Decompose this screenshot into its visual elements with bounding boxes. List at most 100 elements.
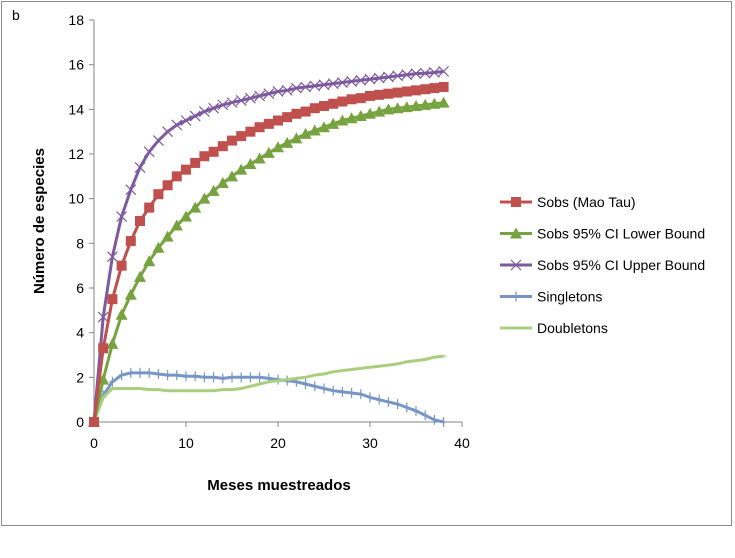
y-tick-label: 8	[76, 235, 84, 251]
data-point-square	[171, 171, 182, 182]
data-point-x	[152, 135, 164, 147]
data-point-x	[392, 70, 404, 82]
data-point-plus	[302, 379, 309, 390]
data-point-plus	[210, 372, 217, 383]
data-point-square	[291, 108, 302, 119]
y-tick-label: 0	[76, 414, 84, 430]
data-point-plus	[127, 367, 134, 378]
data-point-square	[420, 84, 431, 95]
data-point-square	[116, 260, 127, 271]
data-point-triangle	[198, 192, 211, 204]
data-point-x	[300, 81, 312, 93]
data-point-triangle	[207, 184, 220, 196]
data-point-square	[374, 89, 385, 100]
data-point-x	[254, 90, 266, 102]
x-tick-label: 30	[362, 435, 378, 451]
data-point-triangle	[510, 227, 522, 239]
data-point-triangle	[290, 132, 303, 144]
data-point-plus	[339, 386, 346, 397]
data-point-plus	[173, 370, 180, 381]
data-point-triangle	[364, 107, 376, 119]
data-point-plus	[118, 370, 125, 381]
legend-label: Sobs 95% CI Lower Bound	[537, 226, 705, 242]
x-tick-label: 40	[454, 435, 470, 451]
data-point-triangle	[318, 121, 330, 133]
data-point-plus	[183, 371, 189, 382]
data-point-plus	[247, 372, 254, 383]
data-point-square	[273, 115, 283, 126]
data-point-plus	[137, 367, 143, 378]
data-point-triangle	[299, 127, 312, 139]
data-point-square	[89, 417, 99, 427]
y-tick-label: 10	[68, 191, 84, 207]
data-point-plus	[376, 394, 383, 405]
data-point-triangle	[244, 158, 257, 170]
legend-item: Sobs 95% CI Upper Bound	[500, 257, 705, 273]
data-point-triangle	[272, 141, 284, 153]
data-point-plus	[155, 368, 162, 379]
x-axis-title: Meses muestreados	[207, 477, 350, 494]
legend: Sobs (Mao Tau) Sobs 95% CI Lower Bound Sob…	[500, 194, 705, 336]
data-point-plus	[229, 372, 235, 383]
data-point-square	[337, 96, 348, 107]
data-point-x	[318, 79, 330, 91]
data-point-x	[134, 161, 146, 173]
data-point-square	[125, 236, 136, 247]
data-point-plus	[238, 372, 245, 383]
data-point-triangle	[134, 270, 146, 282]
series-4	[91, 354, 447, 423]
data-point-x	[143, 146, 155, 158]
data-point-x	[198, 106, 210, 117]
data-point-x	[226, 97, 238, 109]
data-point-square	[365, 90, 375, 101]
data-point-plus	[394, 399, 401, 410]
data-point-x	[281, 84, 293, 96]
data-point-square	[144, 202, 155, 213]
data-point-plus	[422, 410, 429, 421]
data-point-square	[383, 88, 394, 99]
data-point-triangle	[373, 105, 386, 117]
data-point-x	[116, 211, 128, 222]
data-point-plus	[256, 372, 263, 383]
data-point-triangle	[143, 255, 156, 267]
data-point-triangle	[161, 230, 174, 242]
legend-item: Singletons	[500, 289, 602, 305]
data-point-triangle	[262, 146, 275, 158]
panel-letter: b	[12, 7, 20, 23]
data-point-triangle	[354, 110, 367, 122]
data-point-triangle	[170, 219, 183, 231]
series-2	[88, 65, 450, 428]
data-point-triangle	[419, 98, 432, 110]
data-point-square	[328, 98, 339, 109]
data-point-triangle	[327, 117, 340, 129]
data-point-triangle	[281, 136, 294, 148]
data-point-x	[428, 67, 440, 78]
legend-label: Doubletons	[537, 320, 608, 336]
data-point-triangle	[410, 99, 422, 111]
data-point-x	[106, 251, 118, 263]
series-layer	[88, 65, 450, 428]
data-point-x	[327, 78, 339, 90]
data-point-square	[511, 197, 521, 207]
ticks: 0 2 4 6 8 10 12 14 16 18 0 10 20 30 40	[68, 12, 470, 451]
data-point-triangle	[400, 101, 413, 113]
data-point-triangle	[253, 152, 266, 164]
data-point-square	[254, 122, 265, 133]
data-point-plus	[330, 385, 337, 396]
data-point-square	[217, 141, 228, 152]
data-point-x	[208, 102, 220, 114]
data-point-plus	[146, 367, 153, 378]
data-point-x	[189, 110, 201, 122]
data-point-x	[244, 92, 256, 104]
data-point-plus	[385, 396, 392, 407]
data-point-x	[162, 126, 174, 138]
data-point-x	[336, 77, 348, 88]
legend-label: Sobs 95% CI Upper Bound	[537, 257, 705, 273]
data-point-plus	[219, 373, 226, 384]
data-point-plus	[348, 387, 355, 398]
data-point-plus	[357, 389, 364, 400]
y-tick-label: 6	[76, 280, 84, 296]
data-point-x	[401, 69, 413, 81]
x-tick-label: 20	[270, 435, 286, 451]
